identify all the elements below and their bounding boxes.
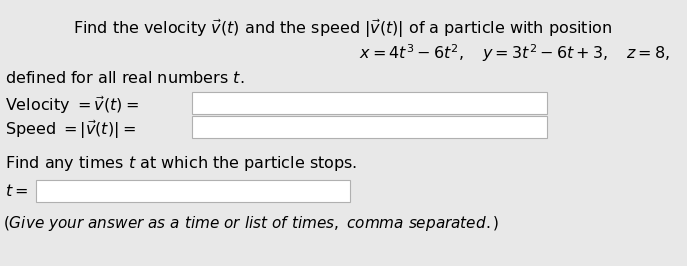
Text: $(Give\ your\ answer\ as\ a\ time\ or\ list\ of\ times,\ comma\ separated.)$: $(Give\ your\ answer\ as\ a\ time\ or\ l… — [3, 214, 499, 233]
Text: Velocity $= \vec{v}(t) =$: Velocity $= \vec{v}(t) =$ — [5, 95, 139, 116]
Text: Speed $= |\vec{v}(t)| =$: Speed $= |\vec{v}(t)| =$ — [5, 119, 136, 141]
Text: defined for all real numbers $t$.: defined for all real numbers $t$. — [5, 70, 245, 86]
Text: $t =$: $t =$ — [5, 183, 28, 199]
Text: $x = 4t^3 - 6t^2, \quad y = 3t^2 - 6t + 3, \quad z = 8,$: $x = 4t^3 - 6t^2, \quad y = 3t^2 - 6t + … — [359, 42, 670, 64]
Text: Find the velocity $\vec{v}(t)$ and the speed $|\vec{v}(t)|$ of a particle with p: Find the velocity $\vec{v}(t)$ and the s… — [74, 18, 613, 40]
FancyBboxPatch shape — [192, 92, 547, 114]
FancyBboxPatch shape — [192, 116, 547, 138]
FancyBboxPatch shape — [36, 180, 350, 202]
Text: Find any times $t$ at which the particle stops.: Find any times $t$ at which the particle… — [5, 154, 357, 173]
